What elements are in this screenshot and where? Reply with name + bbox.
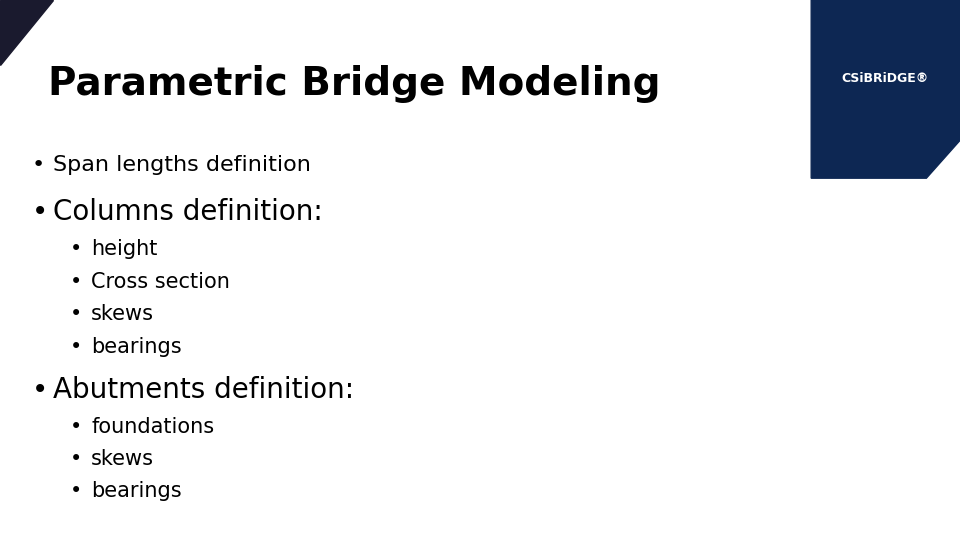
Text: •: • [32, 154, 45, 175]
Text: •: • [70, 304, 83, 325]
Text: •: • [32, 198, 48, 226]
Polygon shape [0, 0, 53, 65]
Text: •: • [70, 481, 83, 502]
Text: Span lengths definition: Span lengths definition [53, 154, 311, 175]
Text: bearings: bearings [91, 336, 181, 357]
Text: •: • [70, 272, 83, 292]
Polygon shape [811, 0, 960, 178]
Text: •: • [70, 416, 83, 437]
Text: •: • [70, 239, 83, 260]
Text: Columns definition:: Columns definition: [53, 198, 323, 226]
Text: Cross section: Cross section [91, 272, 230, 292]
Text: Abutments definition:: Abutments definition: [53, 376, 354, 404]
Text: bearings: bearings [91, 481, 181, 502]
Text: •: • [70, 336, 83, 357]
Text: height: height [91, 239, 157, 260]
Text: •: • [70, 449, 83, 469]
Text: CSiBRiDGE®: CSiBRiDGE® [842, 72, 928, 85]
Text: foundations: foundations [91, 416, 214, 437]
Text: skews: skews [91, 304, 155, 325]
Text: Parametric Bridge Modeling: Parametric Bridge Modeling [48, 65, 660, 103]
Text: skews: skews [91, 449, 155, 469]
Text: •: • [32, 376, 48, 404]
